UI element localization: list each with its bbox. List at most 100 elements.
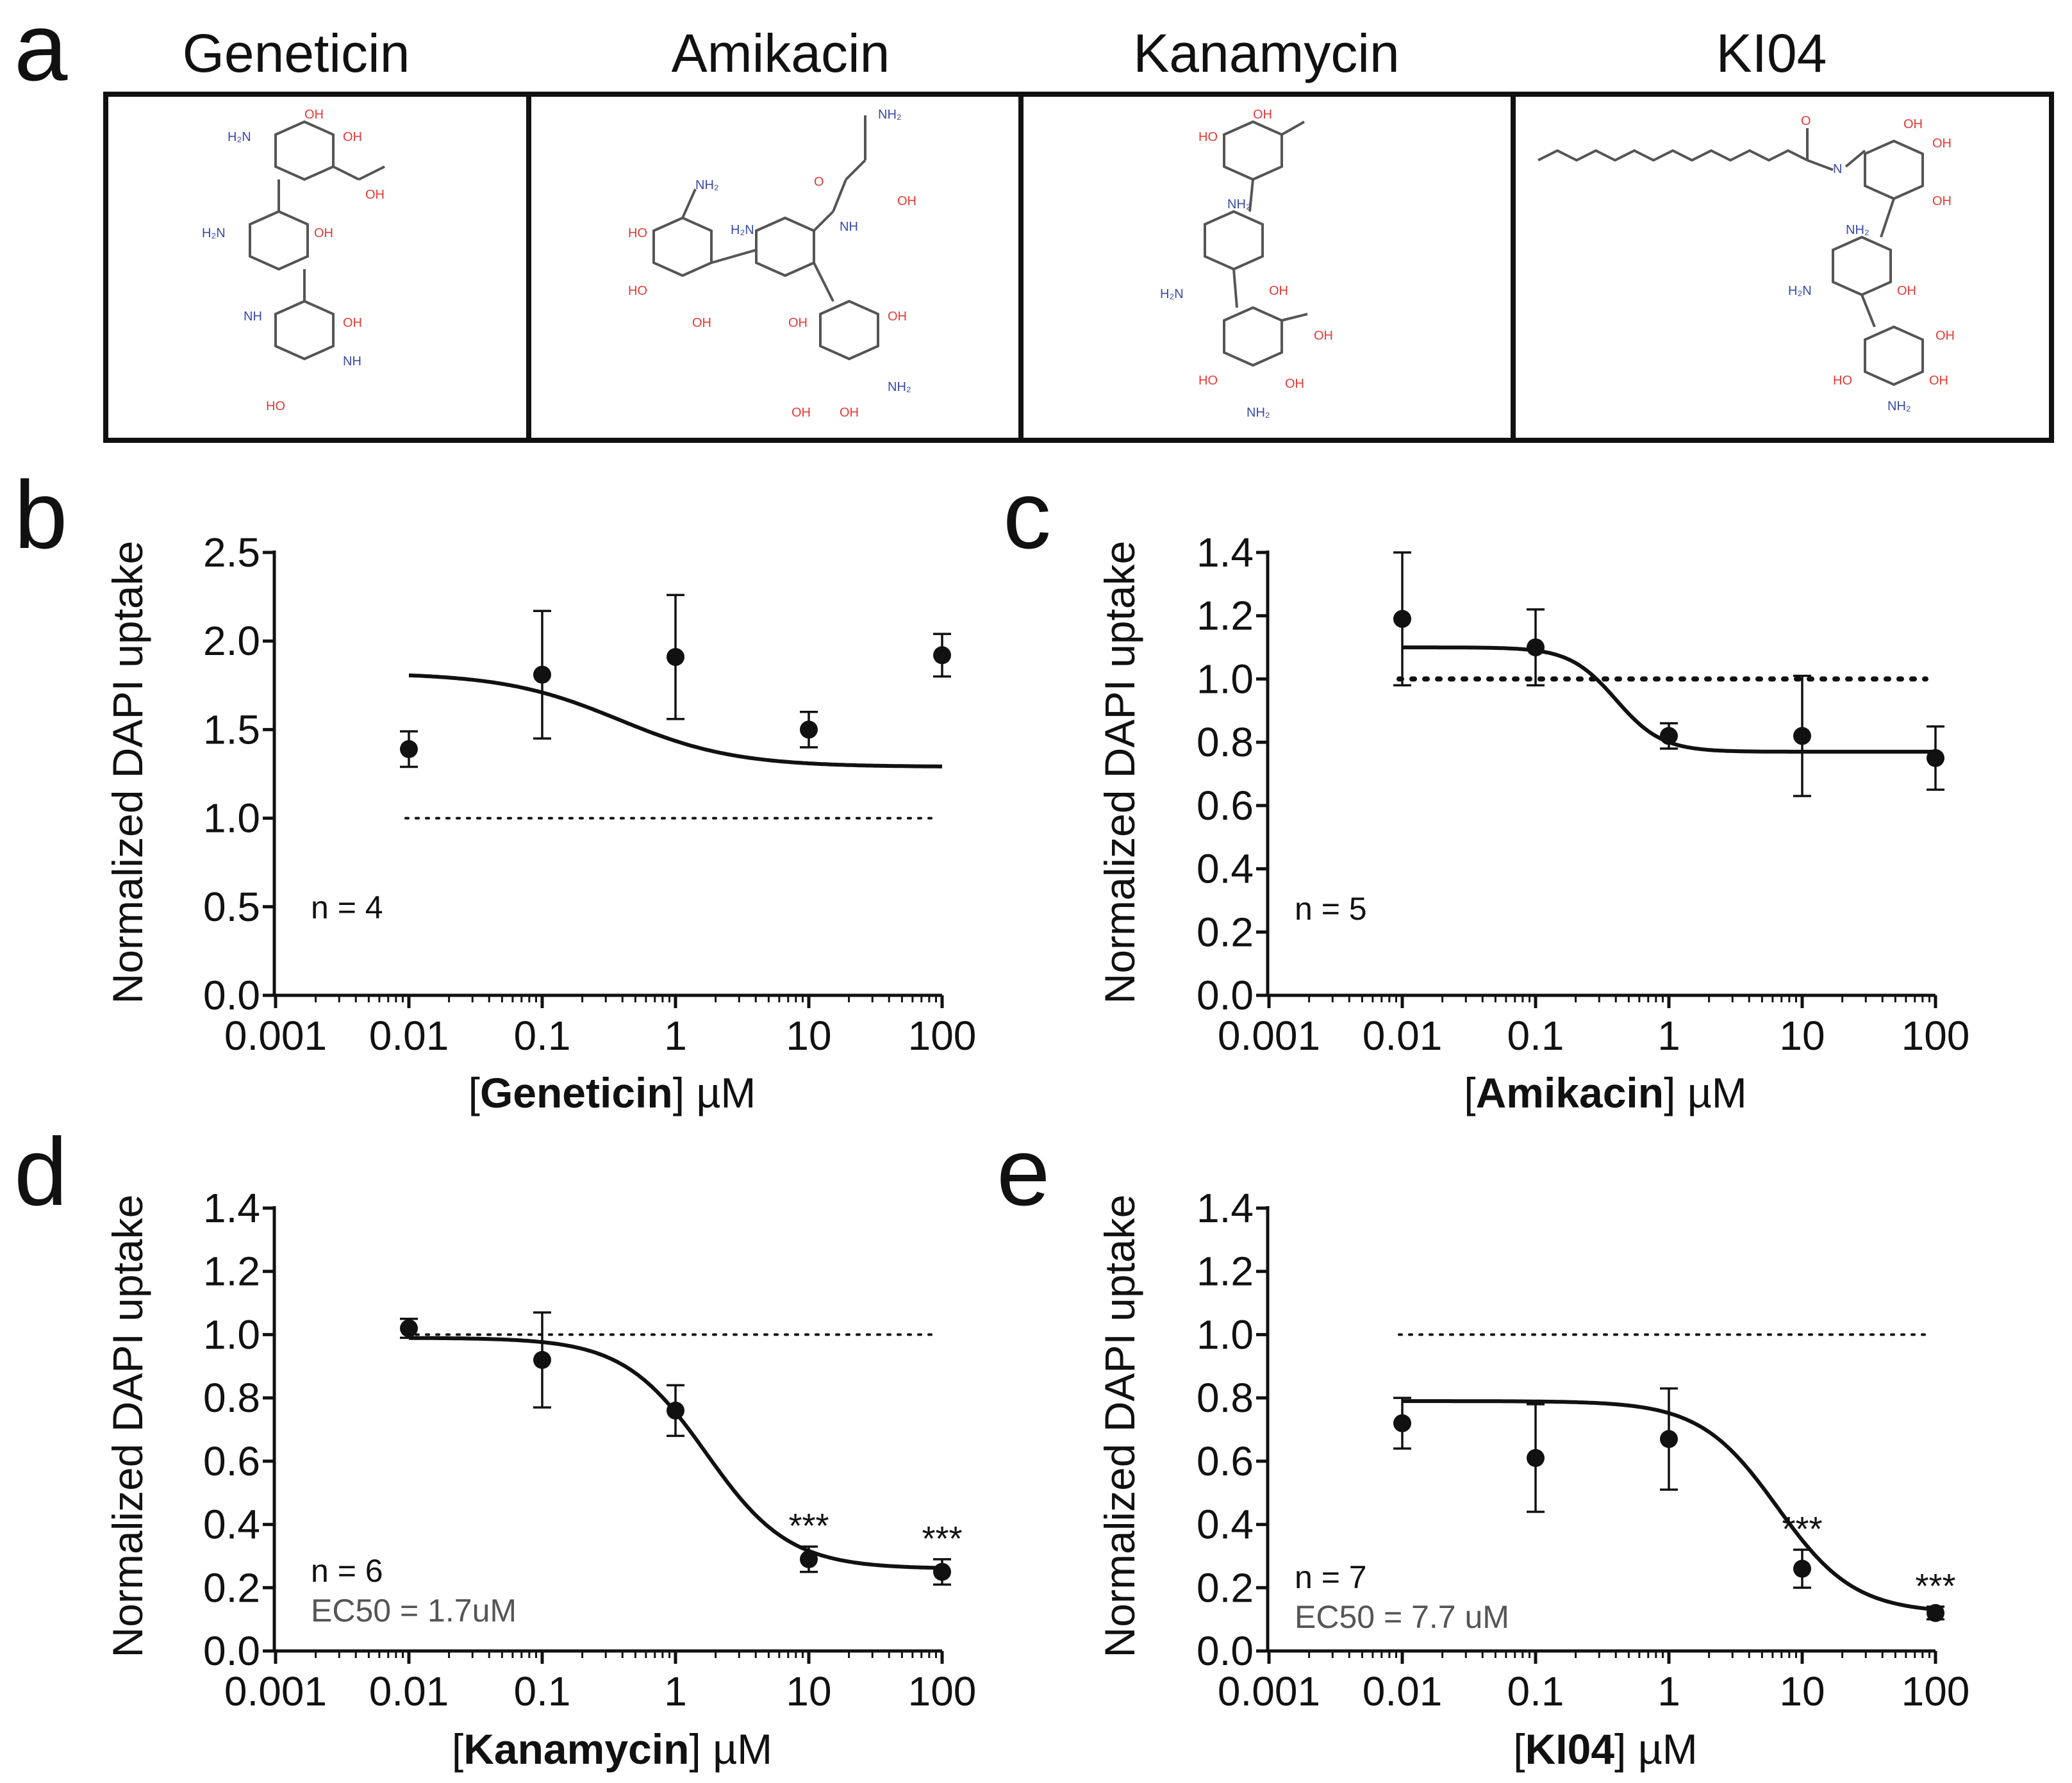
chart-c-ytick-label: 1.0	[1197, 656, 1254, 702]
chart-e-xtick-label: 100	[1902, 1668, 1970, 1714]
chart-b-point-1	[533, 610, 551, 740]
chart-d-marker	[400, 1319, 418, 1338]
chart-c-xtick-label: 0.01	[1363, 1013, 1443, 1059]
chart-d-point-0	[400, 1318, 418, 1339]
svg-text:OH: OH	[1253, 108, 1272, 122]
chart-d-ytick-label: 0.0	[203, 1628, 260, 1674]
chart-b-xtick-label: 1	[664, 1013, 687, 1059]
chart-c-ytick-label: 0.4	[1197, 846, 1254, 892]
chart-c-xtick-label: 100	[1902, 1013, 1970, 1059]
chart-e-n-label: n = 7	[1295, 1559, 1367, 1595]
geneticin-skeleton: OH OH OH H₂N H₂N OH NH OH NH HO	[202, 108, 385, 413]
svg-text:HO: HO	[1198, 374, 1218, 388]
panel-e-letter: e	[997, 1118, 1050, 1225]
chart-d-fit-curve	[408, 1336, 943, 1570]
svg-text:OH: OH	[343, 316, 362, 330]
svg-text:OH: OH	[1897, 284, 1916, 298]
svg-text:OH: OH	[897, 194, 916, 208]
chart-b-point-2	[667, 593, 684, 720]
chart-e-ec50-label: EC50 = 7.7 uM	[1295, 1599, 1509, 1635]
svg-text:HO: HO	[628, 284, 647, 298]
chart-d-ytick-label: 0.8	[203, 1375, 260, 1421]
svg-text:OH: OH	[1932, 194, 1952, 208]
chart-c-point-1	[1527, 608, 1545, 687]
chart-e-point-1	[1527, 1403, 1545, 1513]
structure-title-ki04: KI04	[1716, 23, 1827, 83]
chart-c-marker	[1793, 727, 1811, 745]
svg-text:OH: OH	[1285, 377, 1304, 391]
chart-b-ytick-label: 2.5	[203, 529, 260, 576]
chart-e-marker	[1660, 1430, 1678, 1448]
svg-text:H₂N: H₂N	[1160, 287, 1184, 301]
panel-d-letter: d	[14, 1118, 67, 1225]
chart-b-fit-curve	[408, 673, 942, 768]
chart-d-significance: ***	[922, 1520, 962, 1558]
svg-text:NH₂: NH₂	[1846, 223, 1869, 237]
panel-a-letter: a	[14, 0, 68, 101]
svg-text:NH₂: NH₂	[1887, 399, 1911, 413]
svg-text:N: N	[1833, 162, 1842, 176]
svg-text:OH: OH	[365, 188, 385, 202]
chart-b-ytick-label: 1.0	[203, 795, 260, 842]
chart-b-ylabel: Normalized DAPI uptake	[104, 541, 151, 1004]
kanamycin-skeleton: OH HO NH₂ H₂N OH OH HO OH NH₂	[1160, 108, 1333, 420]
chart-d-xtick-label: 0.01	[369, 1668, 449, 1714]
chart-b-xtick-label: 0.01	[369, 1013, 449, 1059]
structure-kanamycin: OH HO NH₂ H₂N OH OH HO OH NH₂	[1018, 92, 1516, 443]
structure-box-ki04	[1511, 92, 2054, 443]
chart-d-ytick-label: 0.2	[203, 1564, 260, 1611]
chart-e-point-4: ***	[1915, 1567, 1956, 1622]
svg-text:NH₂: NH₂	[695, 178, 719, 192]
chart-e-xtick-label: 0.001	[1218, 1668, 1320, 1714]
svg-text:H₂N: H₂N	[228, 130, 251, 144]
chart-e-significance: ***	[1915, 1567, 1955, 1605]
chart-e-point-3: ***	[1782, 1510, 1823, 1589]
chart-b-marker	[533, 665, 551, 684]
structure-ki04: O N OH OH OH NH₂ H₂N OH OH HO OH NH₂	[1511, 92, 2054, 443]
chart-c-marker	[1393, 610, 1411, 628]
chart-d-ec50-label: EC50 = 1.7uM	[311, 1593, 517, 1629]
chart-b-xtick-label: 10	[786, 1013, 831, 1059]
structure-box-geneticin	[103, 92, 531, 443]
svg-text:OH: OH	[1932, 137, 1952, 151]
chart-b-xtick-label: 100	[908, 1013, 977, 1059]
chart-e-xtick-label: 0.01	[1363, 1668, 1443, 1714]
chart-c-xtick-label: 1	[1657, 1013, 1680, 1059]
chart-e-point-2	[1660, 1387, 1678, 1491]
chart-e-xtick-label: 1	[1657, 1668, 1680, 1714]
chart-d-point-4: ***	[922, 1520, 963, 1586]
chart-d: d Normalized DAPI uptake [Kanamycin] µM …	[14, 1118, 976, 1773]
chart-c-point-2	[1660, 722, 1678, 750]
svg-text:OH: OH	[788, 316, 808, 330]
chart-b-ytick-label: 0.5	[203, 884, 260, 930]
panel-c-letter: c	[1003, 461, 1051, 568]
chart-c-point-3	[1793, 674, 1811, 797]
chart-d-ytick-label: 1.2	[203, 1248, 260, 1295]
structure-amikacin: NH₂ HO HO OH H₂N NH O OH NH₂ OH OH NH₂ O…	[526, 92, 1024, 443]
chart-c-ylabel: Normalized DAPI uptake	[1096, 541, 1143, 1004]
chart-b: b Normalized DAPI uptake [Geneticin] µM …	[14, 461, 976, 1116]
svg-text:NH₂: NH₂	[1227, 197, 1251, 211]
svg-text:OH: OH	[792, 406, 811, 420]
chart-c-marker	[1660, 727, 1678, 745]
chart-e-ytick-label: 0.2	[1197, 1564, 1254, 1611]
chart-b-point-0	[400, 730, 418, 768]
svg-text:OH: OH	[840, 406, 859, 420]
chart-b-xlabel: [Geneticin] µM	[468, 1069, 756, 1116]
svg-text:OH: OH	[1269, 284, 1288, 298]
chart-c-n-label: n = 5	[1295, 891, 1367, 927]
chart-d-xtick-label: 100	[908, 1668, 977, 1714]
svg-text:HO: HO	[628, 226, 647, 240]
chart-d-point-3: ***	[788, 1507, 829, 1573]
chart-e-ytick-label: 0.0	[1197, 1628, 1254, 1674]
svg-text:HO: HO	[1198, 130, 1218, 144]
svg-text:H₂N: H₂N	[731, 223, 754, 237]
panel-b-letter: b	[14, 461, 67, 568]
chart-d-xtick-label: 0.1	[514, 1668, 571, 1714]
chart-e-xlabel: [KI04] µM	[1513, 1725, 1697, 1773]
svg-text:O: O	[1801, 114, 1811, 128]
chart-c-point-0	[1393, 551, 1411, 687]
svg-text:OH: OH	[1314, 329, 1333, 343]
chart-e-marker	[1927, 1604, 1944, 1622]
chart-c-ytick-label: 1.4	[1197, 529, 1254, 576]
